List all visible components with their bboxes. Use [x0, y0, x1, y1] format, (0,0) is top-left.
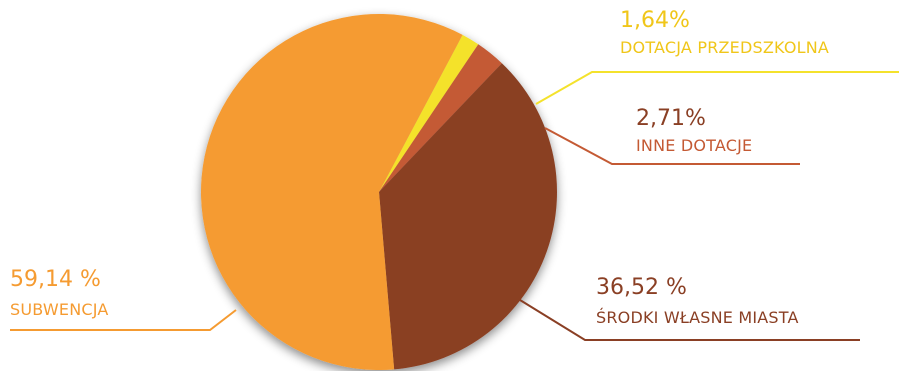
slice-label-value-dotacja-przedszkolna: 1,64%: [620, 10, 690, 32]
slice-label-name-srodki-wlasne-miasta: ŚRODKI WŁASNE MIASTA: [596, 310, 799, 326]
slice-label-name-subwencja: SUBWENCJA: [10, 302, 109, 318]
slice-label-value-subwencja: 59,14 %: [10, 269, 101, 291]
slice-label-name-inne-dotacje: INNE DOTACJE: [636, 138, 752, 154]
slice-label-value-srodki-wlasne-miasta: 36,52 %: [596, 277, 687, 299]
slice-label-name-dotacja-przedszkolna: DOTACJA PRZEDSZKOLNA: [620, 40, 829, 56]
leader-line-dotacja-przedszkolna: [536, 72, 899, 104]
slice-label-value-inne-dotacje: 2,71%: [636, 108, 706, 130]
